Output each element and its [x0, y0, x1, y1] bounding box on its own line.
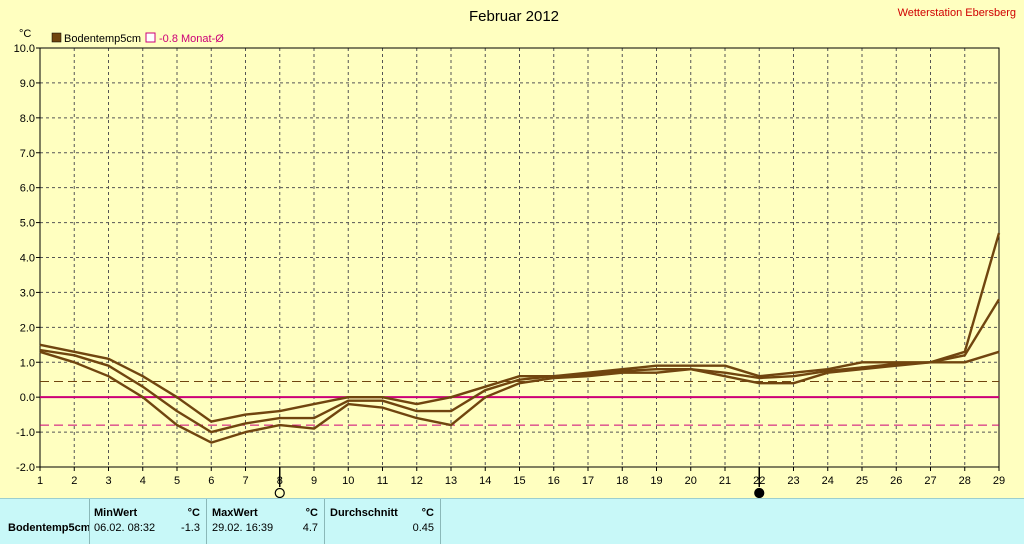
y-tick-label: 8.0	[20, 113, 35, 125]
chart-title: Februar 2012	[469, 8, 559, 25]
x-tick-label: 26	[890, 475, 902, 487]
x-tick-label: 28	[959, 475, 971, 487]
statistics-table: MinWert °C MaxWert °C Durchschnitt °C Bo…	[0, 498, 1024, 544]
series-line-avg	[39, 298, 1001, 434]
x-tick-label: 16	[548, 475, 560, 487]
column-divider	[206, 499, 207, 544]
y-tick-label: 2.0	[20, 322, 35, 334]
y-tick-label: 4.0	[20, 253, 35, 265]
marker-max	[754, 487, 765, 498]
x-tick-label: 14	[479, 475, 491, 487]
legend-swatch-bodentemp	[51, 32, 62, 43]
x-tick-label: 24	[822, 475, 834, 487]
y-tick-label: 6.0	[20, 183, 35, 195]
x-tick-label: 4	[140, 475, 146, 487]
header-average: Durchschnitt	[330, 507, 398, 519]
column-divider	[324, 499, 325, 544]
x-tick-label: 23	[787, 475, 799, 487]
x-tick-label: 9	[311, 475, 317, 487]
x-tick-label: 18	[616, 475, 628, 487]
x-tick-label: 20	[685, 475, 697, 487]
y-tick-label: 3.0	[20, 287, 35, 299]
x-tick-label: 6	[208, 475, 214, 487]
header-min-unit: °C	[187, 507, 200, 519]
row-label: Bodentemp5cm	[8, 522, 89, 534]
y-tick-label: -2.0	[16, 462, 35, 474]
y-axis-unit: °C	[19, 28, 31, 40]
series-line-max	[39, 232, 1001, 423]
y-tick-label: 7.0	[20, 148, 35, 160]
x-tick-label: 25	[856, 475, 868, 487]
x-tick-label: 12	[411, 475, 423, 487]
x-tick-label: 2	[71, 475, 77, 487]
average-value: 0.45	[412, 522, 434, 534]
station-name: Wetterstation Ebersberg	[898, 7, 1016, 19]
legend-label-monthly-average: -0.8 Monat-Ø	[159, 33, 224, 45]
header-max: MaxWert	[212, 507, 258, 519]
x-tick-label: 3	[105, 475, 111, 487]
series-line-min	[39, 350, 1000, 444]
header-average-unit: °C	[421, 507, 434, 519]
x-tick-label: 17	[582, 475, 594, 487]
y-tick-label: 1.0	[20, 357, 35, 369]
y-tick-label: 9.0	[20, 78, 35, 90]
x-tick-label: 10	[342, 475, 354, 487]
x-tick-label: 7	[242, 475, 248, 487]
x-tick-label: 5	[174, 475, 180, 487]
temperature-chart: Februar 2012 Wetterstation Ebersberg °C …	[14, 7, 1016, 498]
x-tick-label: 29	[993, 475, 1005, 487]
max-value: 4.7	[302, 522, 318, 534]
min-timestamp: 06.02. 08:32	[94, 522, 156, 534]
y-tick-label: 10.0	[14, 43, 35, 55]
y-tick-label: 0.0	[20, 392, 35, 404]
plot-area: 1234567891011121314151617181920212223242…	[14, 43, 1005, 498]
x-tick-label: 19	[650, 475, 662, 487]
y-tick-label: 5.0	[20, 218, 35, 230]
plot-frame	[39, 47, 1000, 468]
max-timestamp: 29.02. 16:39	[212, 522, 274, 534]
header-min: MinWert	[94, 507, 138, 519]
min-value: -1.3	[181, 522, 200, 534]
column-divider	[440, 499, 441, 544]
y-tick-label: -1.0	[16, 427, 35, 439]
column-divider	[89, 499, 90, 544]
header-max-unit: °C	[305, 507, 318, 519]
marker-min	[274, 487, 285, 498]
x-tick-label: 15	[513, 475, 525, 487]
x-tick-label: 13	[445, 475, 457, 487]
legend-label-bodentemp: Bodentemp5cm	[64, 33, 141, 45]
x-tick-label: 11	[377, 475, 388, 487]
legend-swatch-monthly-average	[145, 32, 156, 43]
x-tick-label: 21	[719, 475, 731, 487]
x-tick-label: 1	[37, 475, 43, 487]
x-tick-label: 27	[924, 475, 936, 487]
